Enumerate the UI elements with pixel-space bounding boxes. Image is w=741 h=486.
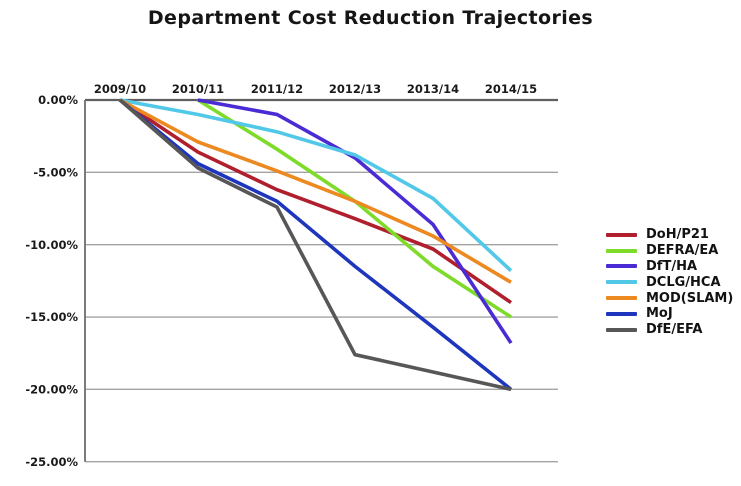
x-tick-label: 2014/15 xyxy=(485,82,537,96)
x-tick-label: 2009/10 xyxy=(94,82,146,96)
legend-item-mod-slam-: MOD(SLAM) xyxy=(606,290,733,306)
legend-label: DfE/EFA xyxy=(646,322,703,338)
legend-label: DCLG/HCA xyxy=(646,274,721,290)
legend-swatch xyxy=(606,264,637,269)
legend-label: DfT/HA xyxy=(646,258,698,274)
legend-swatch xyxy=(606,327,637,332)
legend-swatch xyxy=(606,280,637,285)
series-line-doh-p21 xyxy=(119,98,513,305)
legend: DoH/P21 DEFRA/EA DfT/HA DCLG/HCA MOD(SLAM) Mo… xyxy=(606,227,733,338)
chart-title: Department Cost Reduction Trajectories xyxy=(147,7,594,29)
y-tick-label: -5.00% xyxy=(33,166,78,180)
legend-item-dft-ha: DfT/HA xyxy=(606,259,733,275)
legend-item-moj: MoJ xyxy=(606,306,733,322)
legend-item-doh-p21: DoH/P21 xyxy=(606,227,733,243)
y-tick-label: -25.00% xyxy=(25,455,78,469)
legend-swatch xyxy=(606,296,637,301)
legend-label: DEFRA/EA xyxy=(646,243,719,259)
legend-item-defra-ea: DEFRA/EA xyxy=(606,243,733,259)
x-tick-label: 2011/12 xyxy=(251,82,303,96)
x-tick-label: 2012/13 xyxy=(329,82,381,96)
series-line-defra-ea xyxy=(197,98,512,319)
y-tick-label: 0.00% xyxy=(38,93,78,107)
series-line-dfe-efa xyxy=(118,98,512,392)
series-line-moj xyxy=(118,98,513,391)
series-line-dft-ha xyxy=(197,98,513,345)
y-tick-label: -10.00% xyxy=(25,238,78,252)
x-tick-label: 2010/11 xyxy=(172,82,224,96)
x-tick-label: 2013/14 xyxy=(407,82,459,96)
legend-swatch xyxy=(606,248,637,253)
legend-label: DoH/P21 xyxy=(646,227,709,243)
y-tick-label: -15.00% xyxy=(25,310,78,324)
legend-swatch xyxy=(606,232,637,237)
legend-item-dfe-efa: DfE/EFA xyxy=(606,322,733,338)
series-line-dclg-hca xyxy=(119,98,513,273)
legend-label: MOD(SLAM) xyxy=(646,290,734,306)
legend-label: MoJ xyxy=(646,306,673,322)
legend-item-dclg-hca: DCLG/HCA xyxy=(606,274,733,290)
series-line-mod-slam- xyxy=(119,98,512,284)
legend-swatch xyxy=(606,311,637,316)
y-tick-label: -20.00% xyxy=(25,383,78,397)
